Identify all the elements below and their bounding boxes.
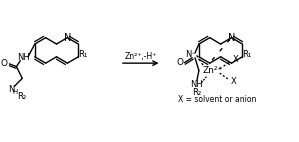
Text: X: X [233,55,239,64]
Text: Zn²⁺,-H⁺: Zn²⁺,-H⁺ [125,52,157,61]
Text: O: O [176,58,183,67]
Text: Zn²⁺: Zn²⁺ [202,66,222,75]
Text: O: O [0,59,7,68]
Text: NH: NH [190,80,203,89]
Text: N⁻: N⁻ [185,50,196,59]
Text: N: N [8,85,15,94]
Text: N: N [228,33,235,43]
Text: X: X [231,77,237,86]
Text: H: H [13,89,18,95]
Text: R₂: R₂ [17,91,26,101]
Text: R₁: R₁ [242,50,252,59]
Text: X = solvent or anion: X = solvent or anion [178,95,257,104]
Text: NH: NH [17,53,30,62]
Text: R₁: R₁ [78,50,88,59]
Text: R₂: R₂ [192,88,202,97]
Text: N: N [64,33,71,43]
